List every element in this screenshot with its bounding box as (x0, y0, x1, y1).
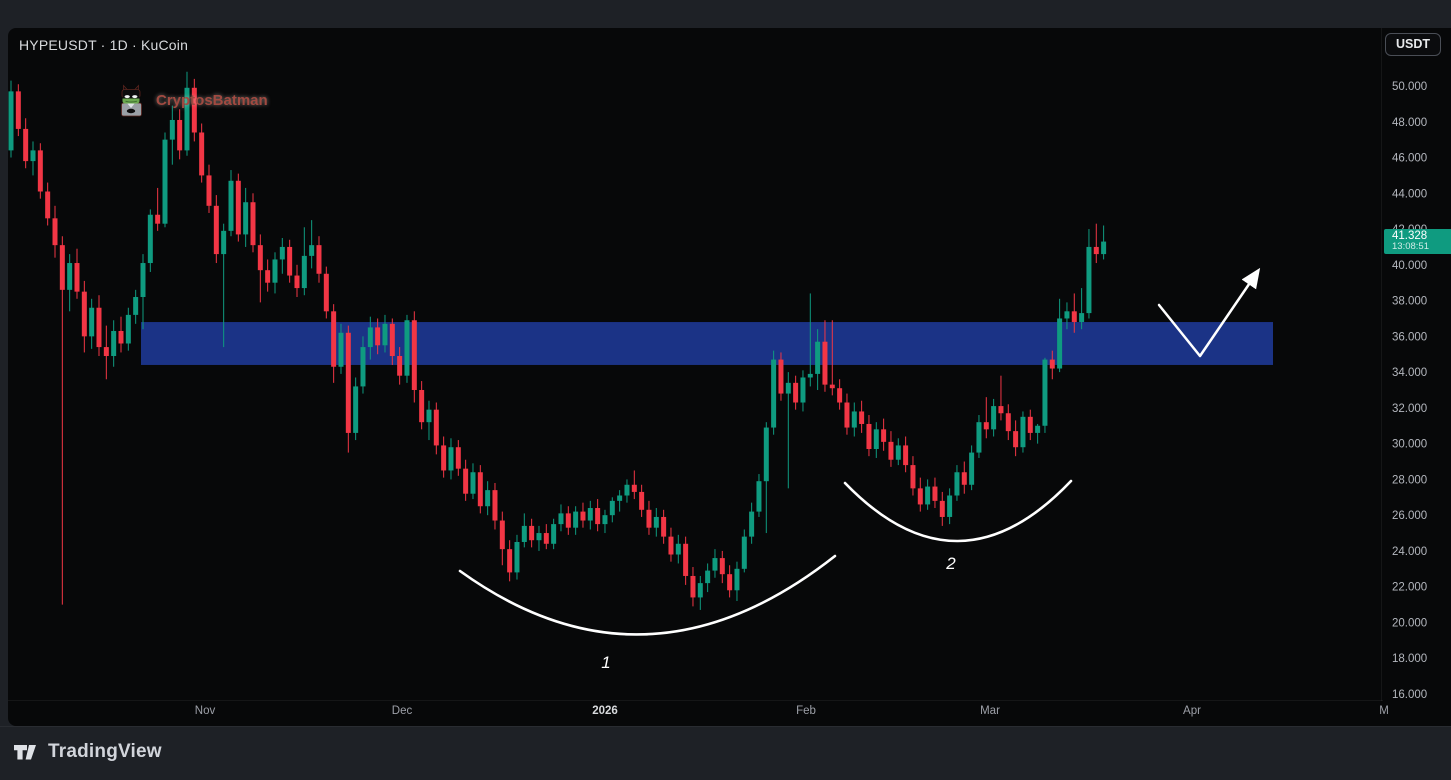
currency-toggle-button[interactable]: USDT (1384, 33, 1441, 56)
svg-text:24.000: 24.000 (1392, 546, 1427, 558)
chart-canvas[interactable]: 12 50.00048.00046.00044.00042.00040.0003… (8, 28, 1451, 726)
last-price-value: 41.328 (1392, 230, 1428, 243)
svg-text:Feb: Feb (796, 705, 816, 717)
analyst-drawings[interactable]: 12 (458, 267, 1261, 672)
bar-countdown: 13:08:51 (1392, 241, 1429, 253)
svg-text:Mar: Mar (980, 705, 1000, 717)
svg-text:48.000: 48.000 (1392, 117, 1427, 129)
time-axis[interactable]: Nov Dec 2026 Feb Mar Apr M (195, 705, 1389, 717)
symbol-title[interactable]: HYPEUSDT · 1D · KuCoin (19, 37, 189, 53)
tradingview-brand-link[interactable]: TradingView (13, 741, 162, 763)
supply-zone-drawing[interactable] (141, 322, 1273, 365)
watermark-username: CryptosBatman (156, 92, 268, 109)
pepe-batman-avatar-icon (121, 84, 142, 117)
svg-text:Nov: Nov (195, 705, 216, 717)
svg-text:34.000: 34.000 (1392, 367, 1427, 379)
svg-text:16.000: 16.000 (1392, 689, 1427, 701)
footer-bar: TradingView (0, 726, 1451, 780)
chart-panel[interactable]: HYPEUSDT · 1D · KuCoin USDT CryptosBatma… (8, 28, 1451, 726)
svg-text:1: 1 (601, 653, 610, 672)
svg-text:26.000: 26.000 (1392, 510, 1427, 522)
svg-text:18.000: 18.000 (1392, 653, 1427, 665)
svg-text:2026: 2026 (592, 705, 618, 717)
tradingview-logo-icon (14, 744, 36, 759)
last-price-badge: 41.328 13:08:51 (1384, 229, 1451, 255)
svg-text:Apr: Apr (1183, 705, 1201, 717)
time-axis-separator (8, 700, 1383, 701)
svg-text:M: M (1379, 705, 1389, 717)
svg-text:44.000: 44.000 (1392, 188, 1427, 200)
svg-text:Dec: Dec (392, 705, 413, 717)
svg-text:30.000: 30.000 (1392, 439, 1427, 451)
price-axis[interactable]: 50.00048.00046.00044.00042.00040.00038.0… (1392, 81, 1427, 701)
svg-text:36.000: 36.000 (1392, 331, 1427, 343)
svg-text:28.000: 28.000 (1392, 474, 1427, 486)
brand-name: TradingView (48, 741, 162, 762)
price-axis-separator (1381, 28, 1382, 701)
svg-text:46.000: 46.000 (1392, 153, 1427, 165)
svg-text:22.000: 22.000 (1392, 582, 1427, 594)
svg-text:38.000: 38.000 (1392, 296, 1427, 308)
svg-text:40.000: 40.000 (1392, 260, 1427, 272)
author-watermark: CryptosBatman (119, 84, 268, 117)
svg-text:50.000: 50.000 (1392, 81, 1427, 93)
svg-text:20.000: 20.000 (1392, 617, 1427, 629)
candlestick-series[interactable] (8, 71, 1107, 610)
svg-text:32.000: 32.000 (1392, 403, 1427, 415)
svg-text:2: 2 (945, 554, 956, 573)
